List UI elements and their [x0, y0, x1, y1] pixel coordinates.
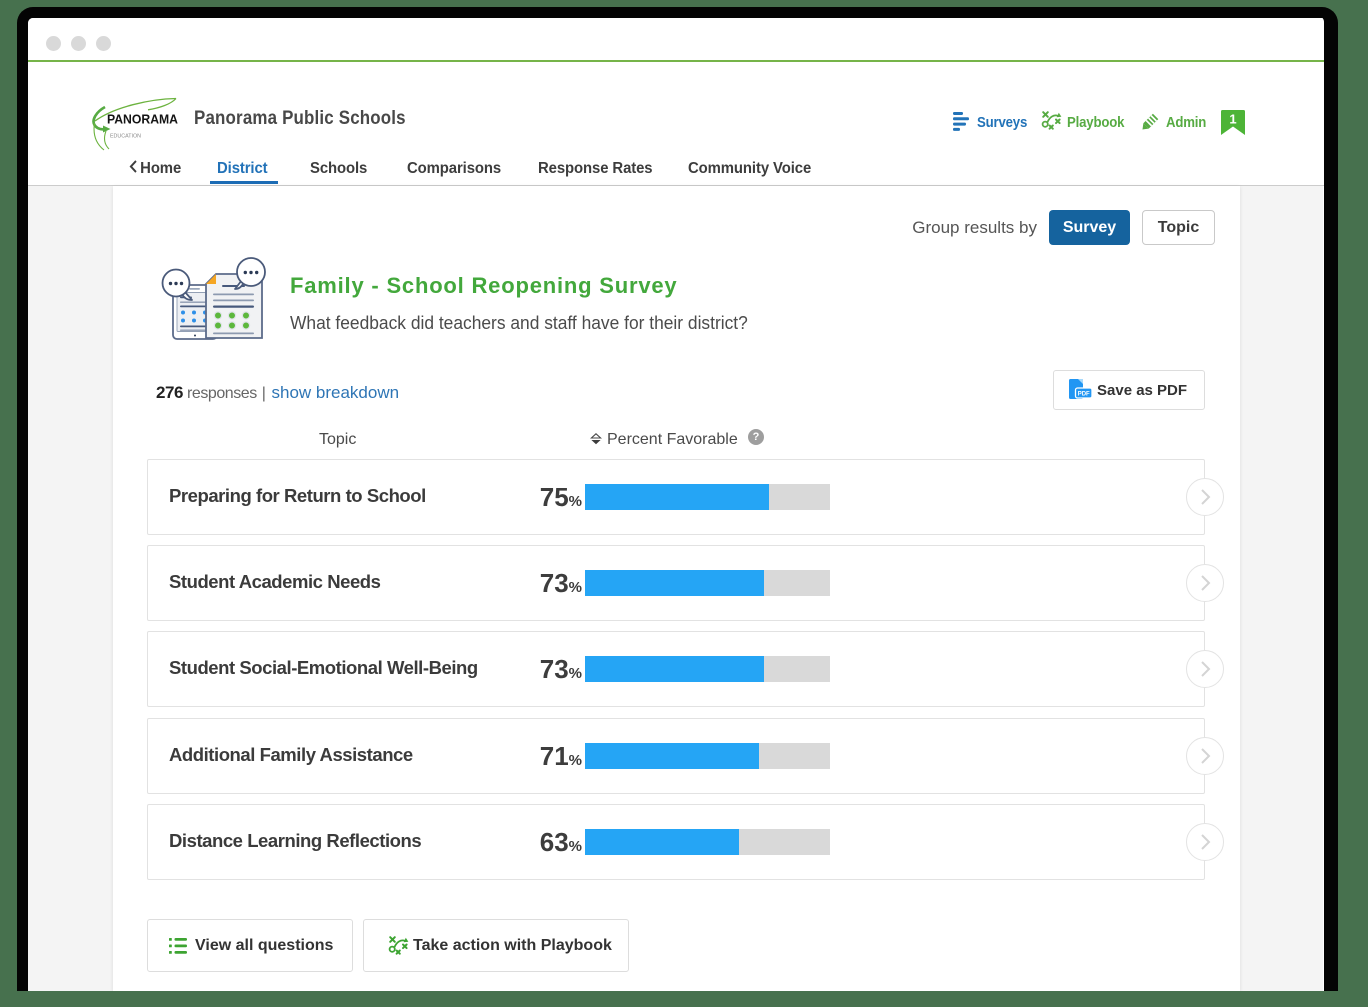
- svg-text:PANORAMA: PANORAMA: [107, 112, 179, 127]
- svg-text:PDF: PDF: [1078, 392, 1090, 398]
- svg-text:EDUCATION: EDUCATION: [110, 134, 141, 140]
- svg-text:1: 1: [1229, 112, 1236, 127]
